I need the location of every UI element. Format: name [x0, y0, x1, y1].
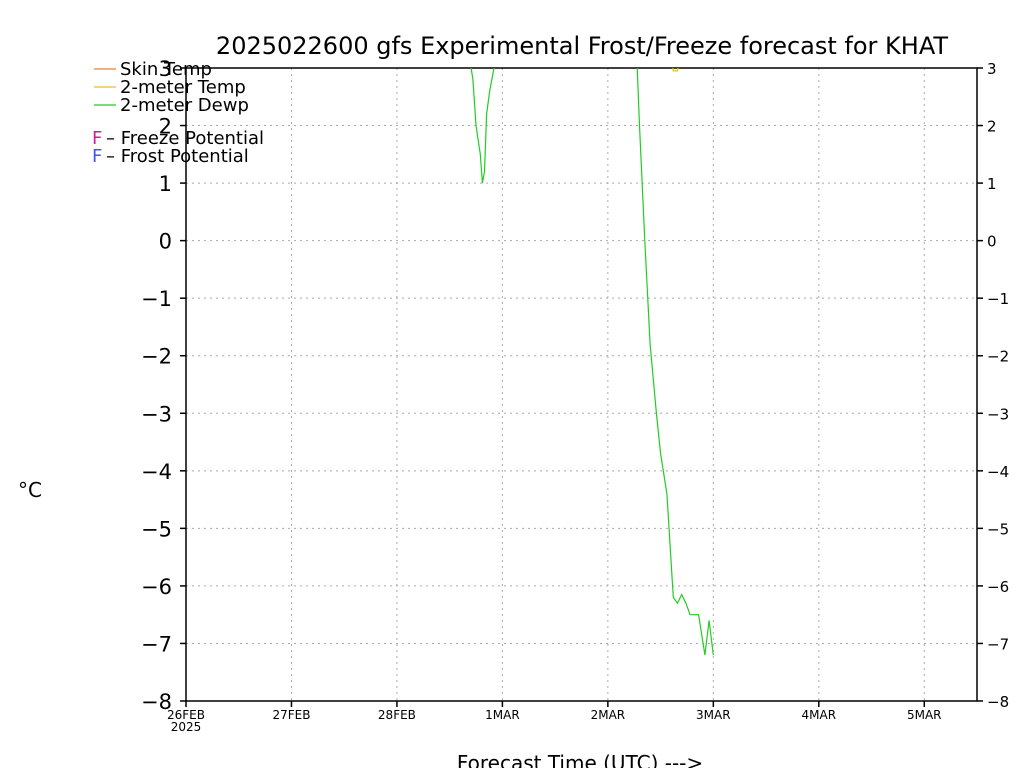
y-axis-right: −8 −7 −6 −5 −4 −3 −2 −1 0 1 2 3: [977, 60, 1009, 711]
x-tick-label: 2MAR: [591, 708, 626, 722]
y-tick-label-right: −6: [987, 578, 1009, 596]
y-tick-label-right: −7: [987, 635, 1009, 653]
y-tick-label-right: −8: [987, 693, 1009, 711]
x-tick-label: 28FEB: [378, 708, 416, 722]
y-tick-label: −7: [141, 632, 172, 656]
potential-symbol: F: [92, 128, 102, 149]
y-tick-label: −6: [141, 575, 172, 599]
y-tick-label: −5: [141, 517, 172, 541]
x-tick-label: 3MAR: [696, 708, 731, 722]
y-tick-label: −8: [141, 690, 172, 714]
y-tick-label-right: −5: [987, 520, 1009, 538]
potential-symbol: F: [92, 146, 102, 167]
series-line: [636, 68, 714, 656]
x-tick-label: 27FEB: [272, 708, 310, 722]
y-tick-label-right: 1: [987, 175, 997, 193]
y-tick-label: 0: [159, 230, 172, 254]
legend-label: 2-meter Dewp: [120, 95, 249, 116]
y-tick-label: −2: [141, 345, 172, 369]
legend-label: 2-meter Temp: [120, 77, 246, 98]
legend-label: Skin Temp: [120, 59, 212, 80]
potential-label: – Frost Potential: [106, 146, 249, 167]
y-tick-label-right: 2: [987, 118, 997, 136]
y-tick-label: −4: [141, 460, 172, 484]
y-tick-label: −3: [141, 402, 172, 426]
chart-title: 2025022600 gfs Experimental Frost/Freeze…: [216, 32, 948, 60]
y-tick-label: 1: [159, 172, 172, 196]
y-tick-label-right: 3: [987, 60, 997, 78]
y-tick-label-right: 0: [987, 233, 997, 251]
y-tick-label-right: −1: [987, 290, 1009, 308]
y-tick-label: −1: [141, 287, 172, 311]
y-tick-label-right: −3: [987, 405, 1009, 423]
potential-label: – Freeze Potential: [106, 128, 264, 149]
y-tick-label-right: −2: [987, 348, 1009, 366]
x-tick-label: 5MAR: [907, 708, 942, 722]
y-axis-left: −8 −7 −6 −5 −4 −3 −2 −1 0 1 2 3: [141, 57, 186, 714]
x-tick-sublabel: 2025: [171, 720, 202, 734]
y-tick-label: 3: [159, 57, 172, 81]
plot-frame: [185, 67, 978, 702]
series-line: [672, 68, 679, 72]
data-lines: [470, 68, 714, 656]
y-tick-label-right: −4: [987, 463, 1009, 481]
x-tick-label: 4MAR: [802, 708, 837, 722]
grid: [186, 68, 977, 701]
series-line: [470, 68, 495, 184]
y-axis-label: °C: [18, 478, 42, 502]
x-axis-label: Forecast Time (UTC) --->: [457, 751, 703, 768]
x-tick-label: 26FEB: [167, 708, 205, 722]
x-tick-label: 1MAR: [485, 708, 520, 722]
y-tick-label: 2: [159, 115, 172, 139]
